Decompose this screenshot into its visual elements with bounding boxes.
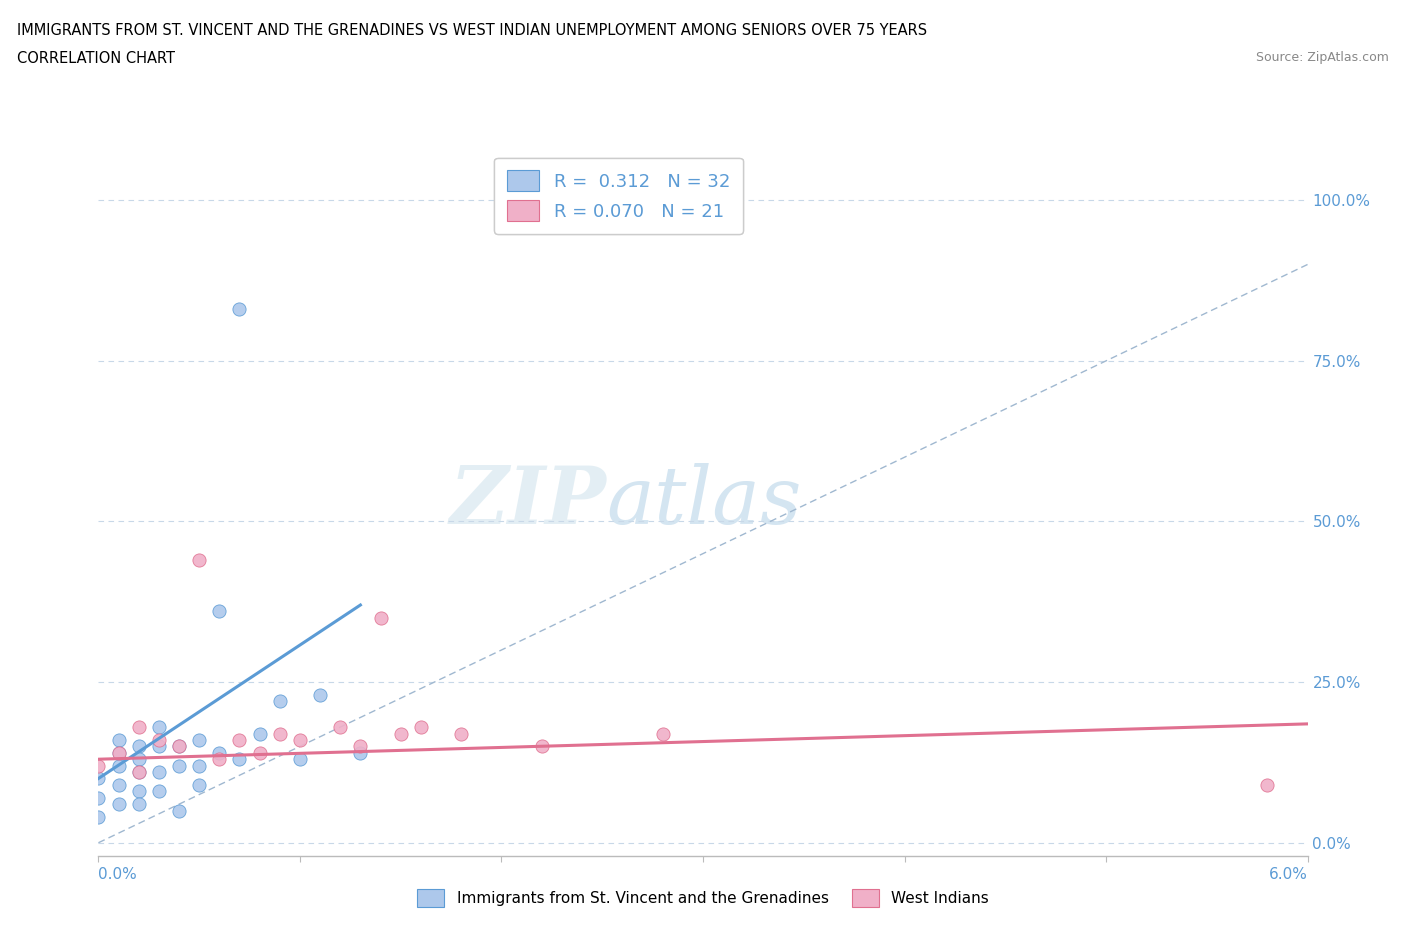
Point: [128, 739, 150, 754]
Point: [87, 771, 110, 786]
Text: IMMIGRANTS FROM ST. VINCENT AND THE GRENADINES VS WEST INDIAN UNEMPLOYMENT AMONG: IMMIGRANTS FROM ST. VINCENT AND THE GREN…: [17, 23, 927, 38]
Point: [87, 758, 110, 773]
Point: [148, 739, 170, 754]
Point: [128, 751, 150, 766]
Text: Source: ZipAtlas.com: Source: ZipAtlas.com: [1256, 51, 1389, 64]
Legend: Immigrants from St. Vincent and the Grenadines, West Indians: Immigrants from St. Vincent and the Gren…: [411, 884, 995, 913]
Point: [107, 745, 129, 760]
Point: [128, 784, 150, 799]
Point: [530, 739, 553, 754]
Point: [107, 745, 129, 760]
Point: [409, 720, 432, 735]
Point: [208, 604, 231, 618]
Point: [208, 751, 231, 766]
Point: [269, 694, 291, 709]
Point: [128, 797, 150, 812]
Point: [651, 726, 673, 741]
Point: [389, 726, 412, 741]
Point: [148, 764, 170, 779]
Point: [107, 758, 129, 773]
Point: [148, 784, 170, 799]
Point: [370, 610, 392, 625]
Point: [309, 687, 332, 702]
Text: CORRELATION CHART: CORRELATION CHART: [17, 51, 174, 66]
Point: [128, 720, 150, 735]
Point: [167, 739, 190, 754]
Point: [188, 552, 211, 567]
Point: [1256, 777, 1278, 792]
Point: [107, 733, 129, 748]
Point: [107, 797, 129, 812]
Point: [249, 726, 271, 741]
Point: [148, 720, 170, 735]
Point: [228, 733, 250, 748]
Point: [450, 726, 472, 741]
Point: [87, 790, 110, 805]
Point: [208, 745, 231, 760]
Point: [349, 745, 371, 760]
Point: [167, 739, 190, 754]
Point: [107, 777, 129, 792]
Point: [329, 720, 352, 735]
Point: [128, 764, 150, 779]
Point: [228, 751, 250, 766]
Point: [128, 764, 150, 779]
Text: 0.0%: 0.0%: [98, 867, 138, 882]
Point: [148, 733, 170, 748]
Legend: R =  0.312   N = 32, R = 0.070   N = 21: R = 0.312 N = 32, R = 0.070 N = 21: [494, 158, 742, 233]
Point: [167, 804, 190, 818]
Point: [349, 739, 371, 754]
Point: [188, 733, 211, 748]
Point: [87, 810, 110, 825]
Point: [249, 745, 271, 760]
Point: [288, 751, 311, 766]
Point: [167, 758, 190, 773]
Text: ZIP: ZIP: [450, 463, 606, 541]
Point: [188, 777, 211, 792]
Point: [188, 758, 211, 773]
Point: [269, 726, 291, 741]
Point: [228, 302, 250, 317]
Text: 6.0%: 6.0%: [1268, 867, 1308, 882]
Point: [288, 733, 311, 748]
Text: atlas: atlas: [606, 463, 801, 541]
